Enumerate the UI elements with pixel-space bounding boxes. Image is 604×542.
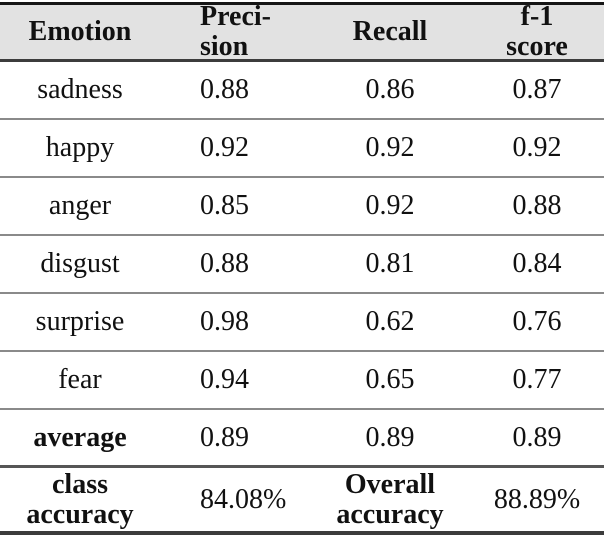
precision-value: 0.98 <box>200 306 249 337</box>
f1-value: 0.87 <box>512 74 562 105</box>
recall-value: 0.86 <box>365 74 415 105</box>
emotion-label: surprise <box>35 306 125 337</box>
table-row-sadness: sadness 0.88 0.86 0.87 <box>0 62 604 120</box>
recall-value: 0.92 <box>365 190 415 221</box>
overall-accuracy-label-line2: accuracy <box>336 498 444 530</box>
f1-value: 0.76 <box>512 306 562 337</box>
average-recall-value: 0.89 <box>365 421 415 453</box>
class-accuracy-label-line2: accuracy <box>26 498 134 530</box>
recall-value: 0.81 <box>365 248 415 279</box>
emotion-label: sadness <box>37 74 123 105</box>
f1-value: 0.84 <box>512 248 562 279</box>
emotion-label: disgust <box>40 248 120 279</box>
table-row-surprise: surprise 0.98 0.62 0.76 <box>0 294 604 352</box>
overall-accuracy-label: Overall accuracy <box>310 468 470 530</box>
column-header-precision: Preci- sion <box>160 2 310 62</box>
f1-value: 0.77 <box>512 364 562 395</box>
column-header-recall: Recall <box>352 16 428 47</box>
recall-value: 0.65 <box>365 364 415 395</box>
emotion-label: happy <box>45 132 115 163</box>
recall-value: 0.62 <box>365 306 415 337</box>
emotion-label: fear <box>58 364 102 395</box>
table-row-fear: fear 0.94 0.65 0.77 <box>0 352 604 410</box>
class-accuracy-value: 84.08% <box>200 483 287 515</box>
column-header-emotion: Emotion <box>28 16 132 47</box>
f1-value: 0.88 <box>512 190 562 221</box>
average-f1-value: 0.89 <box>512 421 562 453</box>
precision-value: 0.85 <box>200 190 249 221</box>
column-header-f1-line1: f-1 <box>520 1 554 32</box>
precision-value: 0.88 <box>200 248 249 279</box>
emotion-label: anger <box>48 190 112 221</box>
average-label: average <box>33 421 127 453</box>
average-precision-value: 0.89 <box>200 421 249 453</box>
column-header-precision-line2: sion <box>200 31 249 62</box>
table-row-disgust: disgust 0.88 0.81 0.84 <box>0 236 604 294</box>
class-accuracy-label: class accuracy <box>0 468 160 530</box>
precision-value: 0.94 <box>200 364 249 395</box>
overall-accuracy-value: 88.89% <box>493 483 581 515</box>
column-header-precision-line1: Preci- <box>200 1 271 32</box>
precision-value: 0.88 <box>200 74 249 105</box>
table-row-anger: anger 0.85 0.92 0.88 <box>0 178 604 236</box>
precision-value: 0.92 <box>200 132 249 163</box>
column-header-f1-line2: score <box>506 31 568 62</box>
table-row-accuracy: class accuracy 84.08% Overall accuracy 8… <box>0 468 604 535</box>
table-row-average: average 0.89 0.89 0.89 <box>0 410 604 468</box>
table-header-row: Emotion Preci- sion Recall f-1 score <box>0 2 604 62</box>
f1-value: 0.92 <box>512 132 562 163</box>
column-header-f1-score: f-1 score <box>470 2 604 62</box>
class-accuracy-label-line1: class <box>52 468 108 500</box>
recall-value: 0.92 <box>365 132 415 163</box>
table-row-happy: happy 0.92 0.92 0.92 <box>0 120 604 178</box>
overall-accuracy-label-line1: Overall <box>344 468 436 500</box>
